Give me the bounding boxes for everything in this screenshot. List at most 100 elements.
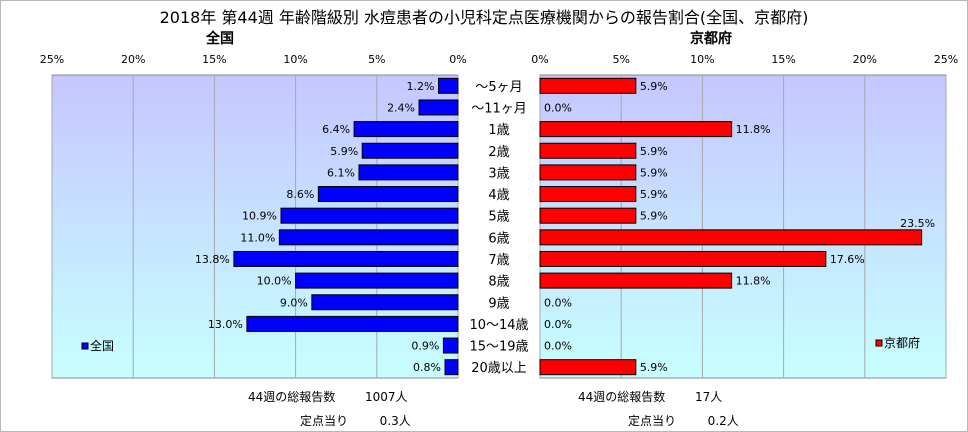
left-bar <box>280 207 459 224</box>
left-tick-label: 20% <box>121 53 145 66</box>
right-bar <box>539 121 733 138</box>
left-bar <box>278 229 459 246</box>
category-label: 3歳 <box>488 166 509 181</box>
right-tick-label: 0% <box>531 53 548 66</box>
left-value-label: 1.2% <box>407 80 435 93</box>
left-per-site: 定点当り 0.3人 <box>300 412 411 429</box>
left-value-label: 6.4% <box>322 123 350 136</box>
right-legend-label: 京都府 <box>884 335 920 350</box>
right-value-label: 5.9% <box>640 166 668 179</box>
category-label: 5歳 <box>488 210 509 225</box>
left-value-label: 8.6% <box>286 188 314 201</box>
category-label: 2歳 <box>488 145 509 160</box>
left-bar <box>358 164 459 181</box>
left-bar <box>438 77 459 94</box>
left-value-label: 2.4% <box>387 101 415 114</box>
right-bar <box>539 207 637 224</box>
right-value-label: 11.8% <box>736 275 771 288</box>
right-value-label: 17.6% <box>830 253 865 266</box>
right-bar <box>539 142 637 159</box>
right-value-label: 11.8% <box>736 123 771 136</box>
right-value-label: 5.9% <box>640 361 668 374</box>
left-per-site-label: 定点当り <box>300 414 349 428</box>
right-plot-area <box>539 74 947 379</box>
left-reports-label: 44週の総報告数 <box>248 390 336 404</box>
left-value-label: 0.9% <box>411 340 439 353</box>
right-per-site-label: 定点当り <box>628 414 677 428</box>
category-label: 10～14歳 <box>469 318 528 333</box>
left-per-site-value: 0.3人 <box>379 414 411 428</box>
right-per-site: 定点当り 0.2人 <box>628 412 739 429</box>
right-value-label: 0.0% <box>544 318 572 331</box>
right-bar <box>539 272 733 289</box>
right-reports: 44週の総報告数 17人 <box>578 388 722 405</box>
left-bar <box>246 315 459 332</box>
right-bar <box>539 250 827 267</box>
left-value-label: 11.0% <box>240 231 275 244</box>
right-bar <box>539 359 637 376</box>
category-label: 1歳 <box>488 123 509 138</box>
left-value-label: 10.0% <box>257 275 292 288</box>
right-tick-label: 15% <box>771 53 795 66</box>
right-value-label: 0.0% <box>544 296 572 309</box>
right-bar <box>539 229 923 246</box>
right-panel-title: 京都府 <box>690 31 732 47</box>
category-label: 4歳 <box>488 188 509 203</box>
right-tick-label: 25% <box>934 53 958 66</box>
right-bar <box>539 164 637 181</box>
category-label: ～11ヶ月 <box>471 101 527 116</box>
left-reports-value: 1007人 <box>364 390 408 404</box>
left-bar <box>353 121 459 138</box>
left-value-label: 10.9% <box>242 210 277 223</box>
left-bar <box>361 142 459 159</box>
left-value-label: 13.0% <box>208 318 243 331</box>
left-bar <box>317 186 459 203</box>
left-bar <box>311 294 459 311</box>
left-bar <box>444 359 459 376</box>
right-value-label: 23.5% <box>900 217 935 230</box>
left-legend-swatch <box>81 342 89 350</box>
left-value-label: 13.8% <box>195 253 230 266</box>
right-per-site-value: 0.2人 <box>707 414 739 428</box>
category-label: 8歳 <box>488 275 509 290</box>
left-panel-title: 全国 <box>206 31 234 47</box>
category-label: 6歳 <box>488 231 509 246</box>
right-value-label: 0.0% <box>544 101 572 114</box>
right-legend-swatch <box>875 339 883 347</box>
left-value-label: 9.0% <box>280 296 308 309</box>
right-value-label: 5.9% <box>640 145 668 158</box>
category-label: 15～19歳 <box>469 340 528 355</box>
chart-title: 2018年 第44週 年齢階級別 水痘患者の小児科定点医療機関からの報告割合(全… <box>159 8 809 27</box>
left-bar <box>418 99 459 116</box>
right-value-label: 5.9% <box>640 188 668 201</box>
left-reports: 44週の総報告数 1007人 <box>248 388 407 405</box>
left-tick-label: 0% <box>449 53 466 66</box>
right-value-label: 5.9% <box>640 210 668 223</box>
left-bar <box>295 272 459 289</box>
left-bar <box>442 337 459 354</box>
left-plot-area <box>51 74 459 379</box>
left-legend-label: 全国 <box>90 338 114 353</box>
left-tick-label: 25% <box>40 53 64 66</box>
right-bar <box>539 186 637 203</box>
left-value-label: 6.1% <box>327 166 355 179</box>
right-bar <box>539 77 637 94</box>
category-label: ～5ヶ月 <box>475 80 522 95</box>
right-tick-label: 10% <box>690 53 714 66</box>
right-tick-label: 20% <box>853 53 877 66</box>
right-reports-label: 44週の総報告数 <box>578 390 666 404</box>
right-tick-label: 5% <box>612 53 629 66</box>
left-bar <box>233 250 459 267</box>
right-reports-value: 17人 <box>694 390 723 404</box>
right-value-label: 5.9% <box>640 80 668 93</box>
left-value-label: 0.8% <box>413 361 441 374</box>
category-label: 7歳 <box>488 253 509 268</box>
right-value-label: 0.0% <box>544 340 572 353</box>
left-tick-label: 15% <box>202 53 226 66</box>
left-value-label: 5.9% <box>330 145 358 158</box>
left-tick-label: 10% <box>283 53 307 66</box>
left-tick-label: 5% <box>368 53 385 66</box>
category-label: 9歳 <box>488 296 509 311</box>
category-label: 20歳以上 <box>471 361 527 376</box>
